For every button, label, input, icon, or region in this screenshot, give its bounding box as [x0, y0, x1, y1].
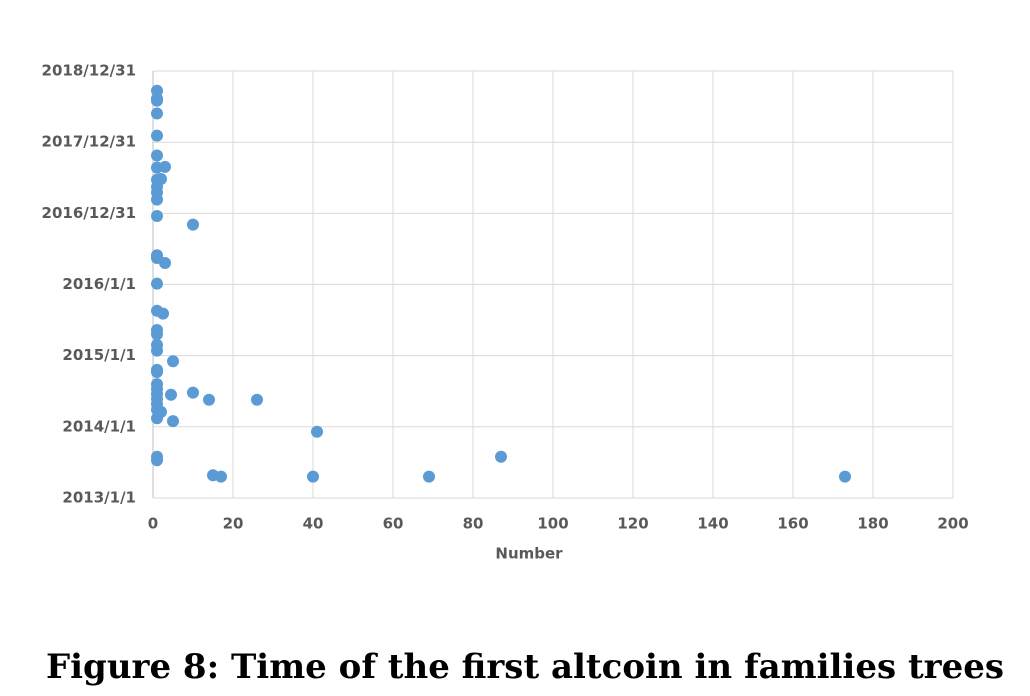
x-tick-label: 60: [383, 515, 404, 533]
point: [151, 94, 163, 107]
point: [165, 388, 177, 401]
y-tick-label: 2018/12/31: [42, 62, 136, 80]
point: [215, 470, 227, 483]
x-tick-label: 120: [617, 515, 648, 533]
point: [167, 415, 179, 428]
point: [423, 470, 435, 483]
point: [203, 393, 215, 406]
point: [151, 129, 163, 142]
x-tick-label: 100: [537, 515, 568, 533]
x-tick-label: 200: [937, 515, 968, 533]
point: [159, 160, 171, 173]
point: [151, 277, 163, 290]
y-tick-label: 2014/1/1: [62, 417, 136, 435]
point: [151, 365, 163, 378]
y-tick-label: 2013/1/1: [62, 489, 136, 507]
x-axis-title: Number: [495, 545, 563, 563]
point: [151, 454, 163, 467]
y-tick-label: 2016/1/1: [62, 275, 136, 293]
point: [251, 393, 263, 406]
point: [151, 210, 163, 223]
x-tick-label: 0: [148, 515, 158, 533]
point: [151, 412, 163, 425]
x-tick-label: 40: [303, 515, 324, 533]
point: [151, 344, 163, 357]
point: [157, 307, 169, 320]
point: [187, 386, 199, 399]
point: [151, 149, 163, 162]
x-tick-label: 20: [223, 515, 244, 533]
point: [167, 355, 179, 368]
x-tick-label: 80: [463, 515, 484, 533]
point: [151, 403, 163, 416]
point: [187, 218, 199, 231]
figure-caption: Figure 8: Time of the first altcoin in f…: [46, 647, 1004, 687]
y-tick-label: 2016/12/31: [42, 204, 136, 222]
point: [151, 193, 163, 206]
point: [311, 425, 323, 438]
point: [151, 328, 163, 341]
point: [839, 470, 851, 483]
y-tick-label: 2017/12/31: [42, 133, 136, 151]
y-tick-label: 2015/1/1: [62, 346, 136, 364]
x-tick-label: 140: [697, 515, 728, 533]
point: [151, 107, 163, 120]
point: [307, 470, 319, 483]
x-tick-label: 160: [777, 515, 808, 533]
point: [159, 257, 171, 270]
x-tick-label: 180: [857, 515, 888, 533]
point: [495, 450, 507, 463]
